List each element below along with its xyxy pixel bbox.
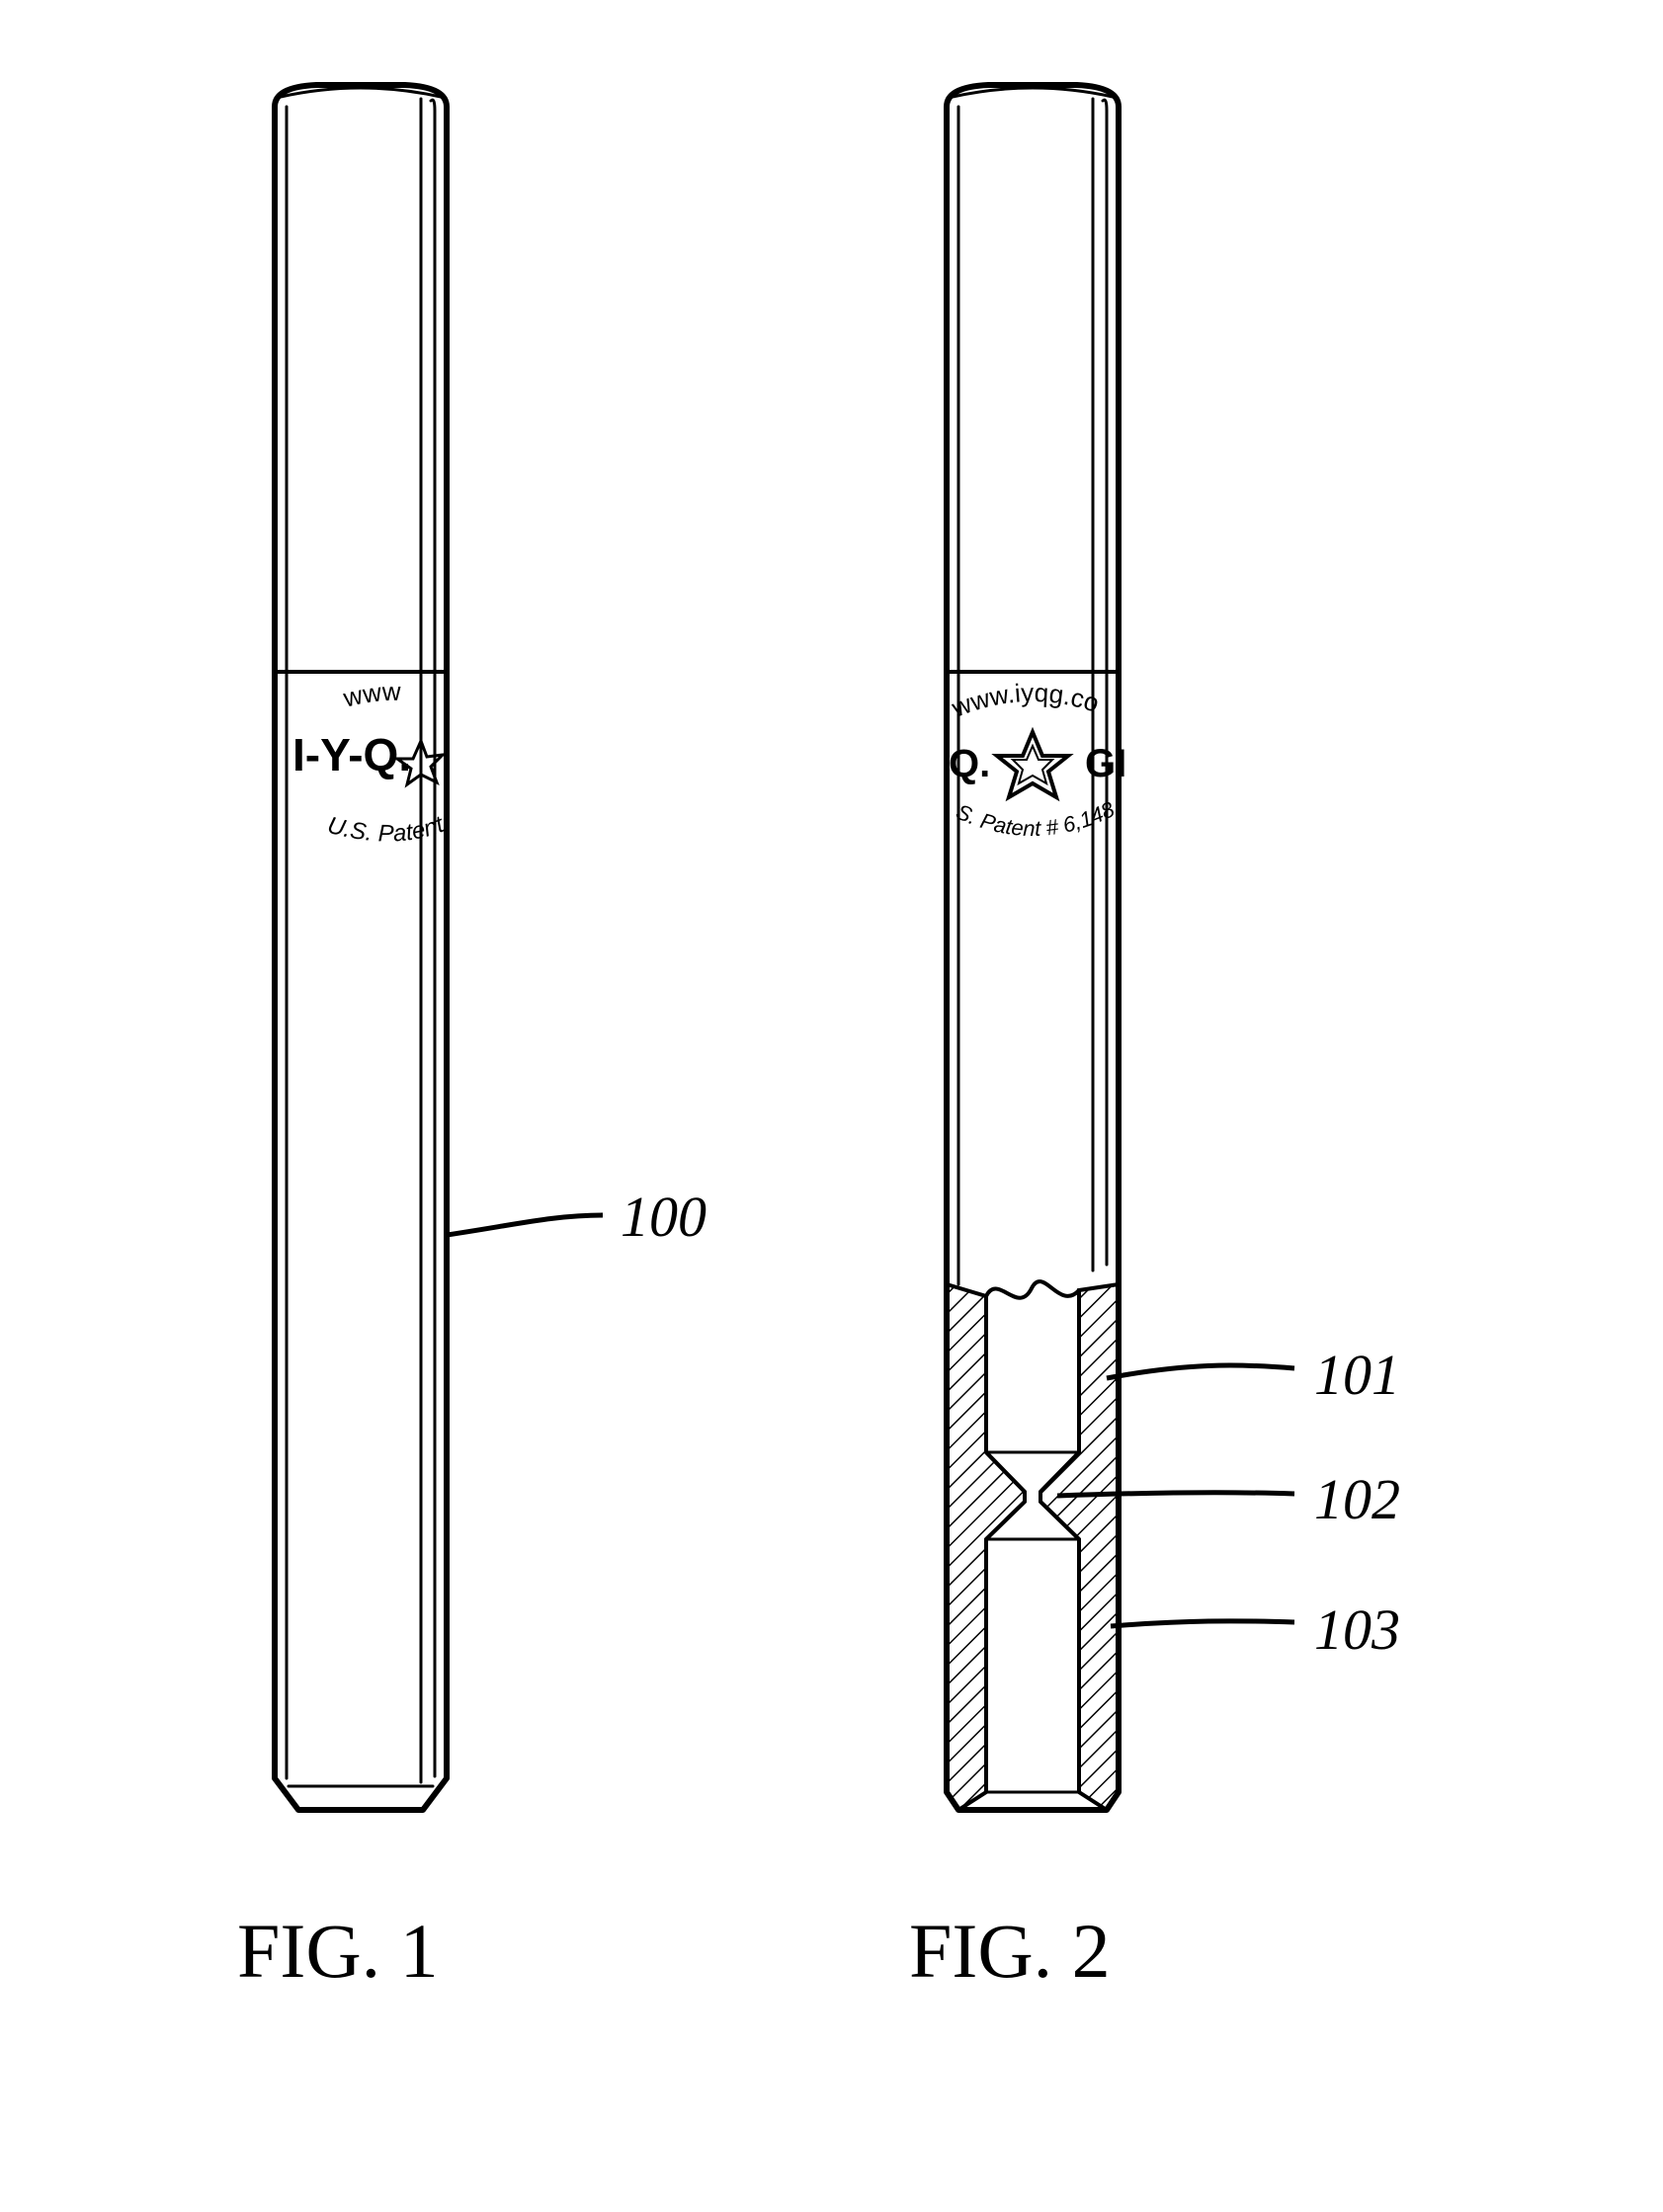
figure-2-caption: FIG. 2 (909, 1907, 1111, 1996)
figure-2-leader-svg (909, 79, 1462, 1818)
figure-1-caption: FIG. 1 (237, 1907, 439, 1996)
figure-2-leaders (909, 79, 1462, 1818)
figure-1-leaders (237, 79, 751, 1818)
figure-1-leader-svg (237, 79, 751, 1818)
page: I-Y-Q. www U.S. Patent 100 (0, 0, 1663, 2212)
ref-label-103: 103 (1314, 1597, 1400, 1663)
ref-label-102: 102 (1314, 1466, 1400, 1532)
ref-label-101: 101 (1314, 1342, 1400, 1408)
ref-label-100: 100 (621, 1184, 707, 1250)
